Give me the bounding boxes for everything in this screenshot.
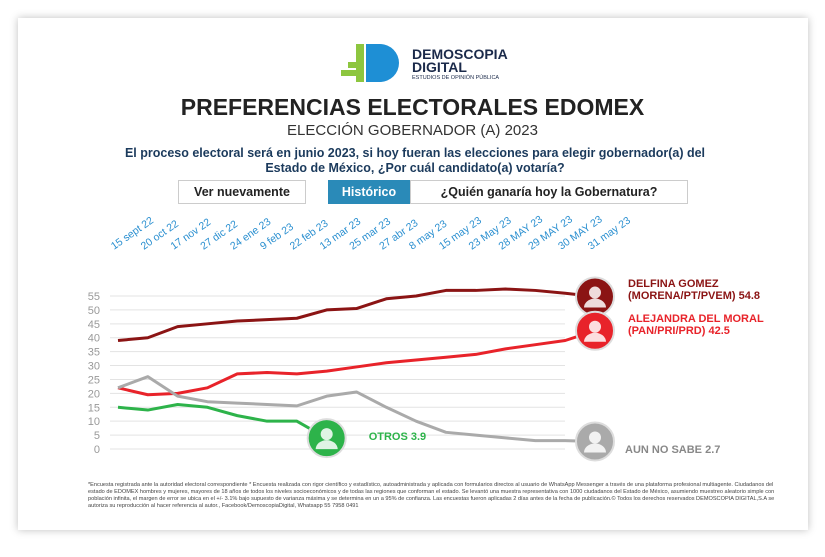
title: PREFERENCIAS ELECTORALES EDOMEX <box>0 94 825 121</box>
marker-head <box>589 431 601 443</box>
series-line <box>118 331 595 395</box>
legend-name: ALEJANDRA DEL MORAL (PAN/PRI/PRD) <box>628 313 763 337</box>
footnote: *Encuesta registrada ante la autoridad e… <box>88 482 778 510</box>
y-tick-label: 45 <box>88 319 100 331</box>
y-tick-label: 50 <box>88 305 100 317</box>
y-tick-label: 10 <box>88 416 100 428</box>
button[interactable]: ¿Quién ganaría hoy la Gobernatura? <box>410 180 688 204</box>
button[interactable]: Ver nuevamente <box>178 180 306 204</box>
button[interactable]: Histórico <box>328 180 410 204</box>
y-tick-label: 5 <box>94 430 100 442</box>
legend-name: AUN NO SABE <box>625 444 702 456</box>
marker-head <box>589 321 601 333</box>
y-tick-label: 40 <box>88 333 100 345</box>
legend-name: DELFINA GOMEZ (MORENA/PT/PVEM) <box>628 278 736 302</box>
series-label: OTROS 3.9 <box>369 431 489 443</box>
y-tick-label: 20 <box>88 388 100 400</box>
marker-head <box>589 287 601 299</box>
series-label: AUN NO SABE 2.7 <box>625 444 765 456</box>
logo-name: DIGITAL <box>412 59 467 75</box>
data-label: 2.7 <box>705 444 720 456</box>
logo-tagline: ESTUDIOS DE OPINIÓN PÚBLICA <box>412 74 499 81</box>
y-tick-label: 0 <box>94 444 100 456</box>
end-marker <box>576 312 614 350</box>
data-label: 3.9 <box>411 431 426 443</box>
y-tick-label: 15 <box>88 402 100 414</box>
y-tick-label: 35 <box>88 347 100 359</box>
marker-head <box>321 428 333 440</box>
end-marker <box>576 422 614 460</box>
series-label: DELFINA GOMEZ (MORENA/PT/PVEM) 54.8 <box>628 278 788 302</box>
series-label: ALEJANDRA DEL MORAL (PAN/PRI/PRD) 42.5 <box>628 313 793 337</box>
series-line <box>118 377 595 442</box>
y-tick-label: 55 <box>88 291 100 303</box>
y-tick-label: 25 <box>88 374 100 386</box>
end-marker <box>308 419 346 457</box>
page: DEMOSCOPIA DIGITAL ESTUDIOS DE OPINIÓN P… <box>0 0 825 557</box>
legend-name: OTROS <box>369 431 408 443</box>
end-marker <box>576 278 614 316</box>
data-label: 42.5 <box>708 325 729 337</box>
question: El proceso electoral será en junio 2023,… <box>120 146 710 176</box>
subtitle: ELECCIÓN GOBERNADOR (A) 2023 <box>0 122 825 139</box>
logo-icon <box>341 44 399 82</box>
data-label: 54.8 <box>739 290 760 302</box>
y-tick-label: 30 <box>88 361 100 373</box>
series-line <box>118 289 595 340</box>
